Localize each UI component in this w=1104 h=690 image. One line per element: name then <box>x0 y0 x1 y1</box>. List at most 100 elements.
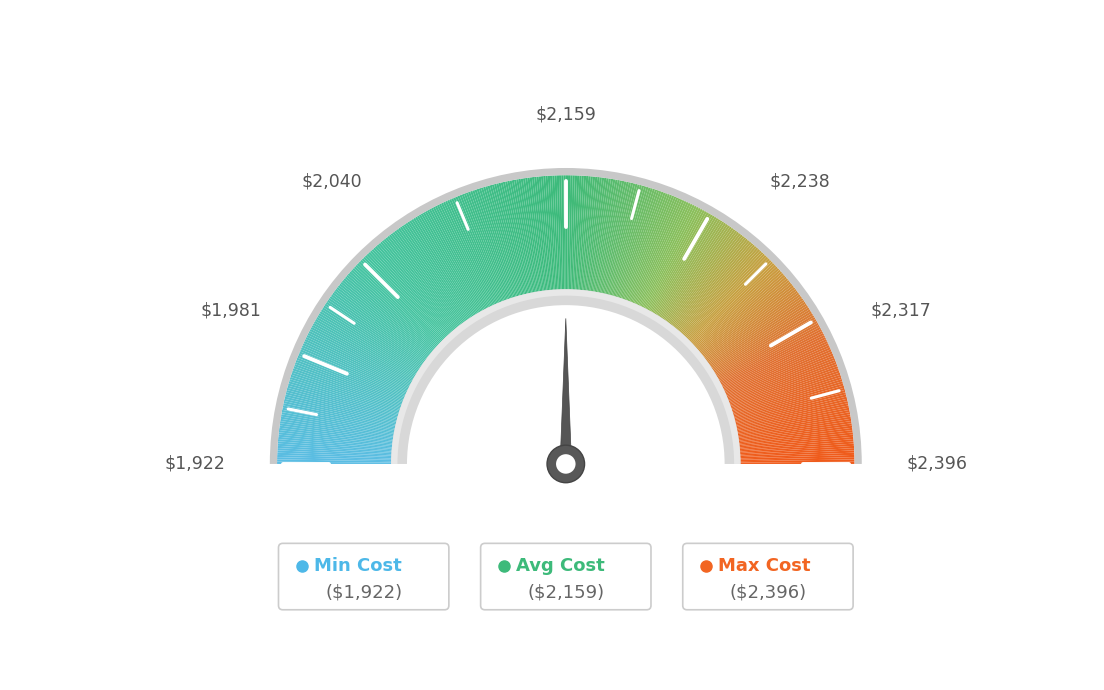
Wedge shape <box>593 179 613 293</box>
Wedge shape <box>392 232 463 326</box>
Wedge shape <box>681 249 761 336</box>
Wedge shape <box>639 203 691 308</box>
Wedge shape <box>635 199 682 306</box>
Text: $2,396: $2,396 <box>906 455 967 473</box>
Wedge shape <box>532 177 546 292</box>
Wedge shape <box>622 190 661 300</box>
Wedge shape <box>277 444 393 453</box>
Wedge shape <box>690 263 775 344</box>
Wedge shape <box>288 381 400 415</box>
Wedge shape <box>278 435 393 448</box>
Wedge shape <box>280 421 394 440</box>
Wedge shape <box>545 176 555 291</box>
Wedge shape <box>375 246 453 334</box>
Wedge shape <box>502 181 529 295</box>
Wedge shape <box>697 275 785 351</box>
Wedge shape <box>489 185 521 297</box>
Wedge shape <box>612 186 644 297</box>
Wedge shape <box>306 337 411 389</box>
Wedge shape <box>315 319 416 378</box>
Wedge shape <box>330 296 425 364</box>
Wedge shape <box>349 271 437 349</box>
Wedge shape <box>437 205 489 309</box>
Wedge shape <box>726 355 835 400</box>
Wedge shape <box>684 253 765 339</box>
Wedge shape <box>678 244 755 333</box>
Wedge shape <box>735 403 849 428</box>
Wedge shape <box>391 289 741 464</box>
Wedge shape <box>573 175 580 291</box>
Wedge shape <box>703 289 797 360</box>
Wedge shape <box>739 442 853 452</box>
Wedge shape <box>402 225 468 322</box>
Wedge shape <box>711 307 809 371</box>
Wedge shape <box>357 263 442 344</box>
Wedge shape <box>500 182 528 295</box>
Wedge shape <box>310 327 413 383</box>
Wedge shape <box>659 220 722 318</box>
Wedge shape <box>284 399 397 426</box>
Wedge shape <box>380 241 455 331</box>
Wedge shape <box>394 230 464 324</box>
Wedge shape <box>488 186 520 297</box>
Text: Min Cost: Min Cost <box>314 557 402 575</box>
Wedge shape <box>351 270 437 348</box>
Wedge shape <box>410 220 473 318</box>
Wedge shape <box>498 183 527 295</box>
Wedge shape <box>611 185 643 297</box>
Wedge shape <box>672 236 744 328</box>
Wedge shape <box>722 339 827 390</box>
Wedge shape <box>601 181 627 295</box>
Wedge shape <box>277 446 393 455</box>
Wedge shape <box>353 266 439 346</box>
Wedge shape <box>323 306 421 370</box>
Wedge shape <box>431 208 486 310</box>
Wedge shape <box>715 317 816 377</box>
Wedge shape <box>701 284 793 357</box>
Wedge shape <box>534 177 549 292</box>
Wedge shape <box>733 386 845 418</box>
Wedge shape <box>343 278 433 353</box>
Wedge shape <box>739 462 854 464</box>
Wedge shape <box>340 282 432 355</box>
Wedge shape <box>651 213 711 314</box>
Wedge shape <box>543 176 553 291</box>
Wedge shape <box>355 265 440 346</box>
Wedge shape <box>661 223 726 320</box>
Wedge shape <box>319 311 418 373</box>
Wedge shape <box>731 379 842 414</box>
Wedge shape <box>307 335 411 388</box>
Wedge shape <box>643 205 694 309</box>
Wedge shape <box>405 223 470 320</box>
Wedge shape <box>718 325 820 382</box>
Wedge shape <box>665 226 732 322</box>
Wedge shape <box>583 177 597 292</box>
Wedge shape <box>707 296 802 364</box>
Wedge shape <box>567 175 571 290</box>
Wedge shape <box>696 273 784 351</box>
Wedge shape <box>479 188 514 299</box>
Wedge shape <box>694 270 781 348</box>
Wedge shape <box>736 410 850 433</box>
Wedge shape <box>493 184 524 296</box>
Wedge shape <box>682 250 762 337</box>
Wedge shape <box>475 189 512 299</box>
Wedge shape <box>286 390 399 421</box>
Wedge shape <box>737 430 852 445</box>
Wedge shape <box>733 390 846 421</box>
Wedge shape <box>278 437 393 449</box>
Wedge shape <box>613 186 646 297</box>
Wedge shape <box>360 259 444 342</box>
Wedge shape <box>509 180 533 294</box>
Wedge shape <box>693 268 779 347</box>
Wedge shape <box>277 460 393 462</box>
Wedge shape <box>362 258 444 342</box>
Wedge shape <box>455 197 501 304</box>
Wedge shape <box>297 355 405 400</box>
Wedge shape <box>722 341 828 391</box>
Text: $2,159: $2,159 <box>535 105 596 124</box>
Wedge shape <box>607 184 638 296</box>
Wedge shape <box>620 190 659 300</box>
Wedge shape <box>708 298 804 366</box>
Wedge shape <box>691 265 776 346</box>
